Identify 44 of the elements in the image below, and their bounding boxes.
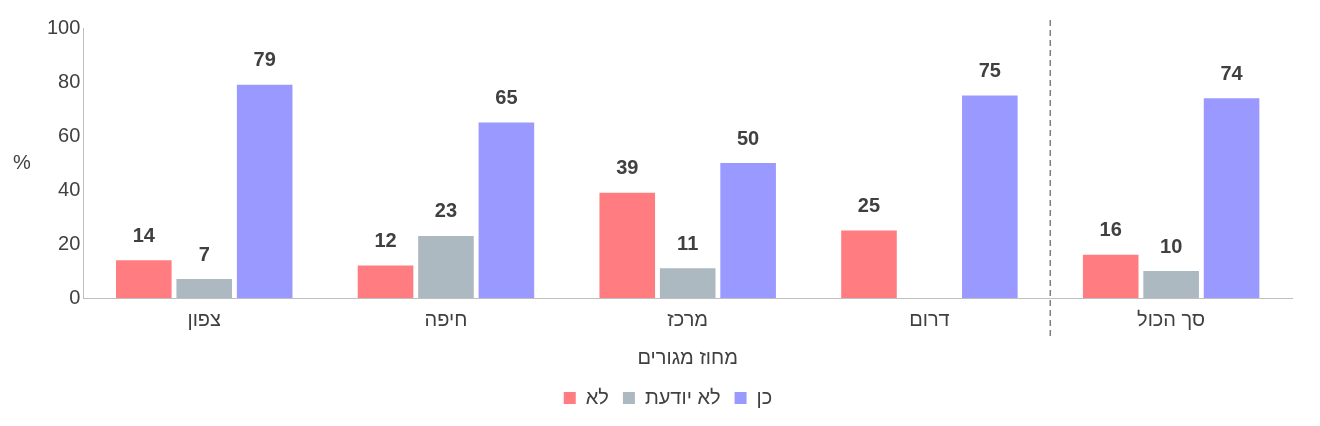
- bar: [841, 230, 897, 298]
- data-label: 16: [1099, 218, 1122, 241]
- data-label: 75: [978, 59, 1001, 82]
- bar: [236, 84, 293, 298]
- y-tick-label: 40: [58, 177, 81, 200]
- bar: [478, 122, 535, 298]
- bar: [962, 95, 1018, 298]
- bar: [1143, 271, 1199, 298]
- y-tick-label: 20: [58, 231, 81, 254]
- bar: [357, 265, 414, 298]
- y-tick-label: 0: [69, 285, 81, 308]
- data-label: 10: [1160, 234, 1183, 257]
- data-label: 74: [1220, 61, 1244, 84]
- data-label: 11: [677, 231, 699, 254]
- data-label: 50: [736, 126, 760, 149]
- bar: [599, 192, 656, 298]
- x-tick-label: דרום: [909, 307, 950, 330]
- y-tick-label: 80: [58, 69, 81, 92]
- y-axis-title: %: [13, 150, 32, 173]
- x-tick-label: צפון: [187, 307, 222, 330]
- legend-label: כן: [756, 385, 773, 408]
- data-label: 23: [434, 199, 458, 222]
- data-label: 65: [495, 86, 518, 109]
- data-label: 12: [374, 229, 397, 252]
- bar: [176, 279, 233, 298]
- bar: [1082, 254, 1139, 298]
- y-tick-label: 60: [58, 123, 81, 146]
- bar: [1203, 98, 1260, 298]
- legend-label: לא יודעת: [644, 385, 721, 408]
- bar: [659, 268, 716, 298]
- bar: [720, 163, 776, 298]
- data-label: 79: [253, 48, 276, 71]
- x-tick-label: מרכז: [667, 307, 709, 330]
- legend-label: לא: [585, 385, 609, 408]
- data-label: 39: [616, 156, 639, 179]
- x-tick-label: סך הכול: [1137, 307, 1206, 330]
- bar: [116, 260, 172, 298]
- x-tick-label: חיפה: [424, 307, 468, 330]
- bar: [418, 235, 474, 298]
- data-label: 14: [132, 223, 156, 246]
- data-label: 7: [198, 242, 210, 265]
- x-axis-title: מחוז מגורים: [637, 345, 738, 368]
- y-tick-label: 100: [46, 15, 81, 38]
- data-label: 25: [857, 194, 881, 217]
